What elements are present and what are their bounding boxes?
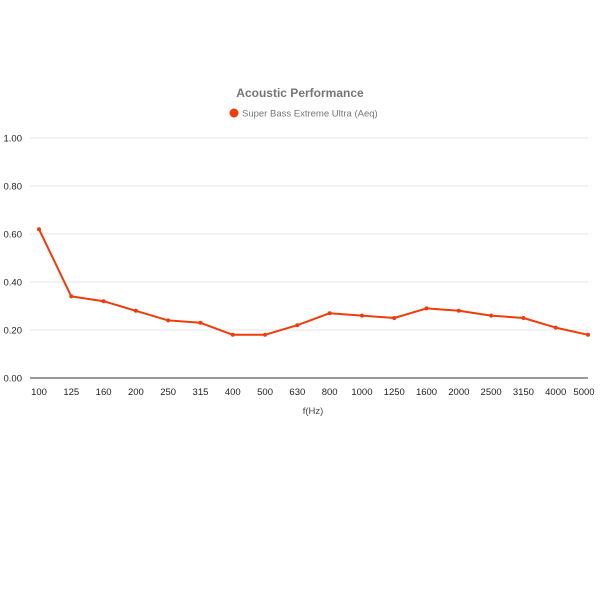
legend-marker-icon [229, 108, 239, 118]
data-point[interactable] [198, 320, 203, 325]
chart-title: Acoustic Performance [236, 86, 364, 100]
y-tick-label: 0.40 [4, 278, 23, 289]
x-tick-label: 125 [63, 387, 79, 398]
x-axis-title: f(Hz) [303, 406, 324, 417]
data-point[interactable] [489, 313, 494, 318]
data-point[interactable] [69, 294, 74, 299]
series-layer [37, 227, 590, 337]
data-point[interactable] [553, 325, 558, 330]
x-tick-label: 800 [322, 387, 338, 398]
x-tick-label: 1000 [351, 387, 372, 398]
data-point[interactable] [37, 227, 41, 232]
data-point[interactable] [295, 323, 300, 328]
x-tick-label: 250 [160, 387, 176, 398]
y-tick-label: 0.00 [4, 374, 23, 385]
series-line [38, 228, 589, 336]
data-point[interactable] [521, 316, 526, 320]
x-tick-label: 315 [193, 387, 209, 398]
x-tick-label: 100 [31, 387, 47, 398]
data-point[interactable] [359, 313, 364, 318]
data-point[interactable] [166, 318, 171, 323]
x-tick-label: 2500 [481, 387, 502, 398]
legend[interactable]: Super Bass Extreme Ultra (Aeq) [229, 108, 378, 120]
data-point[interactable] [392, 316, 397, 320]
y-tick-label: 1.00 [4, 134, 23, 145]
y-tick-label: 0.20 [4, 326, 23, 337]
y-axis-ticks: 0.00 0.20 0.40 0.60 0.80 1.00 [4, 134, 23, 385]
y-tick-label: 0.60 [4, 230, 23, 241]
data-point[interactable] [101, 299, 106, 304]
x-tick-label: 3150 [513, 387, 534, 398]
data-point[interactable] [230, 332, 235, 337]
x-tick-label: 5000 [573, 387, 594, 398]
x-tick-label: 1600 [416, 387, 437, 398]
x-axis-ticks: 100 125 160 200 250 315 400 500 630 800 1000 1250 16… [31, 387, 595, 398]
x-tick-label: 500 [257, 387, 273, 398]
data-point[interactable] [456, 308, 461, 313]
x-tick-label: 200 [128, 387, 144, 398]
x-tick-label: 4000 [545, 387, 566, 398]
x-tick-label: 160 [96, 387, 112, 398]
data-point[interactable] [424, 306, 429, 311]
legend-label: Super Bass Extreme Ultra (Aeq) [242, 109, 378, 120]
data-point[interactable] [327, 311, 332, 316]
gridlines [30, 137, 588, 379]
x-tick-label: 400 [225, 387, 241, 398]
x-tick-label: 2000 [448, 387, 469, 398]
x-tick-label: 1250 [384, 387, 405, 398]
data-point[interactable] [133, 308, 138, 313]
x-tick-label: 630 [289, 387, 305, 398]
data-point[interactable] [586, 332, 590, 337]
y-tick-label: 0.80 [4, 182, 23, 193]
data-point[interactable] [263, 332, 268, 337]
